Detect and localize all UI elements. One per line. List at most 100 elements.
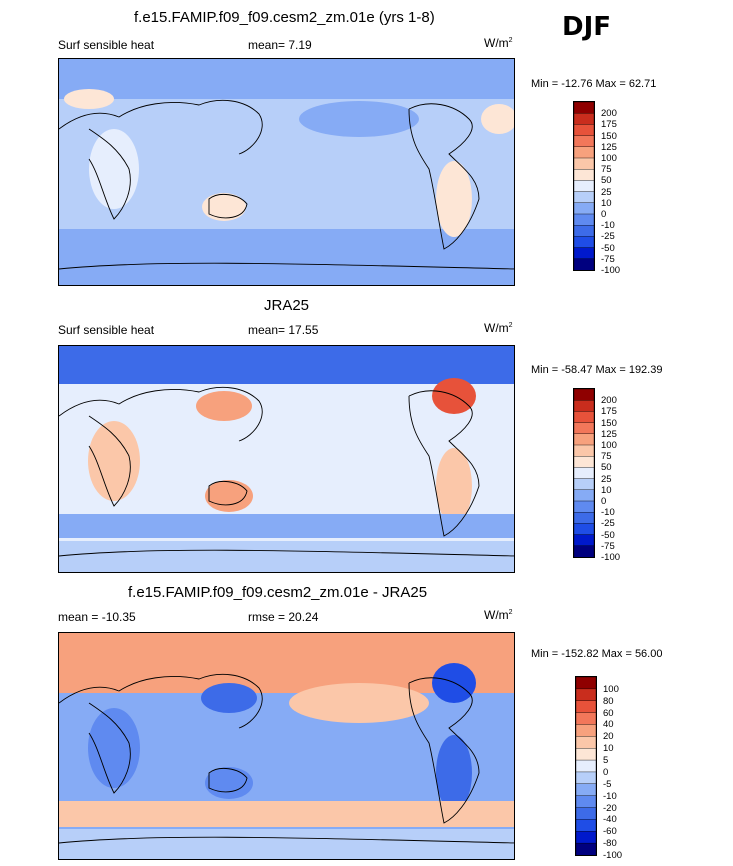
season-label: DJF bbox=[562, 12, 612, 42]
coastlines bbox=[59, 99, 514, 270]
kuroshio-warm bbox=[196, 391, 252, 421]
panel3-colorbar-swatch bbox=[575, 736, 597, 749]
panel2-colorbar-swatch bbox=[573, 500, 595, 513]
panel3-colorbar-swatch bbox=[575, 700, 597, 714]
atlantic-warm bbox=[481, 104, 514, 134]
panel1-colorbar-swatch bbox=[573, 213, 595, 226]
panel1-colorbar-swatch bbox=[573, 135, 595, 148]
panel1-map bbox=[58, 58, 515, 286]
coastlines bbox=[59, 673, 514, 844]
panel3-colorbar-tick-label: 80 bbox=[603, 695, 614, 707]
panel2-colorbar-swatch bbox=[573, 455, 595, 469]
coastlines bbox=[59, 386, 514, 557]
panel2-colorbar-tick-label: 200 bbox=[601, 395, 617, 407]
panel3-colorbar-swatch bbox=[575, 747, 597, 761]
panel2-map-svg bbox=[59, 346, 514, 572]
panel1-colorbar-swatch bbox=[573, 112, 595, 126]
panel3-colorbar-tick-label: 100 bbox=[603, 683, 619, 695]
panel3-colorbar-swatch bbox=[575, 783, 597, 797]
panel3-colorbar-swatch bbox=[575, 676, 597, 690]
south-ocean-band bbox=[59, 801, 514, 827]
panel1-mean: mean= 7.19 bbox=[248, 38, 312, 52]
panel3-colorbar-swatch bbox=[575, 831, 597, 844]
panel3-colorbar-swatch bbox=[575, 842, 597, 856]
panel1-colorbar-tick-label: 150 bbox=[601, 130, 617, 142]
panel2-colorbar-tick-label: -75 bbox=[601, 540, 615, 552]
panel2-colorbar-swatch bbox=[573, 489, 595, 502]
panel2-colorbar-swatch bbox=[573, 467, 595, 480]
panel2-colorbar-swatch bbox=[573, 511, 595, 525]
panel2-title: JRA25 bbox=[264, 297, 310, 314]
panel3-mean: mean = -10.35 bbox=[58, 610, 136, 624]
panel3-map bbox=[58, 632, 515, 860]
panel2-colorbar-tick-label: -10 bbox=[601, 507, 615, 519]
africa-region bbox=[89, 129, 139, 209]
panel3-colorbar-swatch bbox=[575, 759, 597, 773]
panel3-colorbar-tick-label: -5 bbox=[603, 778, 612, 790]
panel3-title: f.e15.FAMIP.f09_f09.cesm2_zm.01e - JRA25 bbox=[128, 584, 428, 601]
panel2-colorbar-tick-label: 175 bbox=[601, 406, 617, 418]
north-pacific-blob bbox=[299, 101, 419, 137]
australia-region bbox=[205, 767, 253, 799]
panel3-map-svg bbox=[59, 633, 514, 859]
panel1-colorbar-tick-label: 25 bbox=[601, 186, 612, 198]
panel1-colorbar-swatch bbox=[573, 202, 595, 215]
panel1-colorbar-tick-label: -50 bbox=[601, 242, 615, 254]
panel2-colorbar-tick-label: 150 bbox=[601, 417, 617, 429]
panel3-colorbar-swatch bbox=[575, 819, 597, 832]
panel1-colorbar-swatch bbox=[573, 124, 595, 137]
panel3-colorbar-swatch bbox=[575, 795, 597, 809]
panel2-colorbar-swatch bbox=[573, 534, 595, 547]
panel2-colorbar-swatch bbox=[573, 478, 595, 491]
panel1-colorbar-swatch bbox=[573, 224, 595, 238]
panel1-colorbar-swatch bbox=[573, 247, 595, 260]
panel3-colorbar-tick-label: 20 bbox=[603, 731, 614, 743]
panel3-colorbar-swatch bbox=[575, 712, 597, 726]
panel2-colorbar-swatch bbox=[573, 523, 595, 536]
panel1-colorbar-tick-label: -10 bbox=[601, 220, 615, 232]
panel2-colorbar-tick-label: 75 bbox=[601, 451, 612, 463]
panel2-colorbar-swatch bbox=[573, 388, 595, 401]
panel1-colorbar-box bbox=[573, 101, 595, 271]
panel1-colorbar-swatch bbox=[573, 180, 595, 193]
south-america-region bbox=[436, 735, 472, 811]
panel3-colorbar-tick-label: -20 bbox=[603, 802, 617, 814]
panel2-colorbar-swatch bbox=[573, 411, 595, 424]
panel3-colorbar-tick-label: -100 bbox=[603, 850, 623, 861]
panel3-colorbar-tick-label: 0 bbox=[603, 766, 609, 778]
europe-warm bbox=[64, 89, 114, 109]
pacific-warm bbox=[289, 683, 429, 723]
panel2-colorbar-tick-label: 25 bbox=[601, 473, 612, 485]
panel2-map bbox=[58, 345, 515, 573]
panel3-colorbar-tick-label: 10 bbox=[603, 743, 614, 755]
panel1-colorbar-tick-label: -100 bbox=[601, 265, 621, 276]
panel3-colorbar-tick-label: 60 bbox=[603, 707, 614, 719]
panel2-colorbar-tick-label: -25 bbox=[601, 518, 615, 530]
panel2-minmax: Min = -58.47 Max = 192.39 bbox=[531, 364, 663, 376]
panel1-colorbar-tick-label: 0 bbox=[601, 209, 607, 220]
panel1-colorbar-tick-label: -25 bbox=[601, 231, 615, 243]
panel3-minmax: Min = -152.82 Max = 56.00 bbox=[531, 648, 663, 660]
antarctica bbox=[59, 829, 514, 859]
panel1-colorbar-swatch bbox=[573, 258, 595, 271]
panel1-map-svg bbox=[59, 59, 514, 285]
panel3-colorbar-tick-label: 5 bbox=[603, 755, 609, 767]
panel2-colorbar-tick-label: 50 bbox=[601, 462, 612, 474]
panel1-variable: Surf sensible heat bbox=[58, 38, 155, 52]
panel2-colorbar-swatch bbox=[573, 422, 595, 435]
panel1-colorbar-swatch bbox=[573, 146, 595, 159]
panel1-minmax: Min = -12.76 Max = 62.71 bbox=[531, 78, 657, 90]
panel2-colorbar-swatch bbox=[573, 444, 595, 457]
panel2-colorbar-swatch bbox=[573, 399, 595, 413]
north-band bbox=[59, 346, 514, 384]
panel2-colorbar-swatch bbox=[573, 545, 595, 558]
panel2-colorbar-tick-label: -50 bbox=[601, 529, 615, 541]
panel1-colorbar-tick-label: 10 bbox=[601, 197, 612, 209]
panel3-colorbar-swatch bbox=[575, 807, 597, 821]
panel2-variable: Surf sensible heat bbox=[58, 323, 155, 337]
panel2-units: W/m2 bbox=[484, 321, 513, 335]
panel2-colorbar-tick-label: -100 bbox=[601, 552, 621, 563]
kuroshio-cool bbox=[201, 683, 257, 713]
panel2-colorbar-box bbox=[573, 388, 595, 558]
panel1-colorbar-tick-label: 175 bbox=[601, 119, 617, 131]
